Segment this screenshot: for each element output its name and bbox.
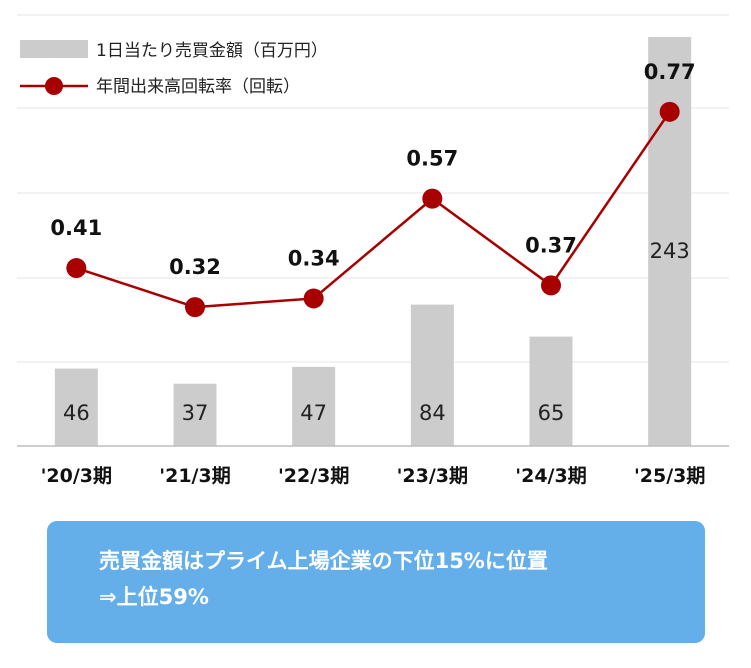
x-tick-label-4: '24/3期 — [515, 465, 586, 487]
callout-line-2: ⇒上位59% — [99, 585, 209, 609]
x-tick-label-2: '22/3期 — [278, 465, 349, 487]
bar-2 — [292, 366, 336, 446]
line-value-label-2: 0.34 — [288, 246, 340, 270]
line-point-5 — [659, 101, 680, 122]
legend: 1日当たり売買金額（百万円） 年間出来高回転率（回転） — [20, 40, 328, 97]
bar-value-label-4: 65 — [538, 401, 565, 425]
line-point-0 — [66, 258, 87, 279]
line-point-4 — [541, 275, 561, 296]
bar-value-label-3: 84 — [419, 401, 446, 425]
bar-value-label-0: 46 — [63, 401, 90, 425]
callout-box: 売買金額はプライム上場企業の下位15%に位置 ⇒上位59% — [47, 521, 705, 643]
line-value-label-4: 0.37 — [525, 233, 577, 257]
callout-line-1: 売買金額はプライム上場企業の下位15%に位置 — [99, 549, 548, 573]
line-point-3 — [422, 188, 443, 209]
line-value-label-1: 0.32 — [169, 255, 221, 279]
line-point-1 — [185, 297, 205, 318]
legend-line-marker — [45, 77, 63, 95]
bar-4 — [529, 336, 573, 446]
legend-bar-label: 1日当たり売買金額（百万円） — [96, 41, 328, 61]
x-tick-label-3: '23/3期 — [397, 465, 468, 487]
line-point-2 — [303, 288, 324, 309]
legend-bar-swatch — [20, 40, 88, 58]
bar-value-label-2: 47 — [300, 401, 327, 425]
bar-0 — [54, 368, 98, 446]
x-tick-label-5: '25/3期 — [634, 465, 705, 487]
x-tick-label-0: '20/3期 — [41, 465, 112, 487]
line-value-label-0: 0.41 — [50, 216, 102, 240]
chart: 46 37 47 84 65 243 0.41 0.32 0.34 0.57 0.37 0.77 '… — [17, 14, 729, 487]
bar-3 — [410, 304, 454, 446]
gridlines — [17, 14, 729, 363]
bar-1 — [173, 383, 217, 446]
legend-line-label: 年間出来高回転率（回転） — [96, 77, 300, 97]
x-tick-label-1: '21/3期 — [159, 465, 230, 487]
x-axis-ticks: '20/3期 '21/3期 '22/3期 '23/3期 '24/3期 '25/3期 — [41, 465, 706, 487]
line-value-label-5: 0.77 — [644, 60, 696, 84]
bar-value-label-5: 243 — [650, 239, 690, 263]
line-value-label-3: 0.57 — [406, 147, 458, 171]
line-path — [75, 111, 671, 309]
bar-series: 46 37 47 84 65 243 — [54, 37, 692, 446]
line-series: 0.41 0.32 0.34 0.57 0.37 0.77 — [50, 60, 696, 318]
bar-value-label-1: 37 — [182, 401, 209, 425]
